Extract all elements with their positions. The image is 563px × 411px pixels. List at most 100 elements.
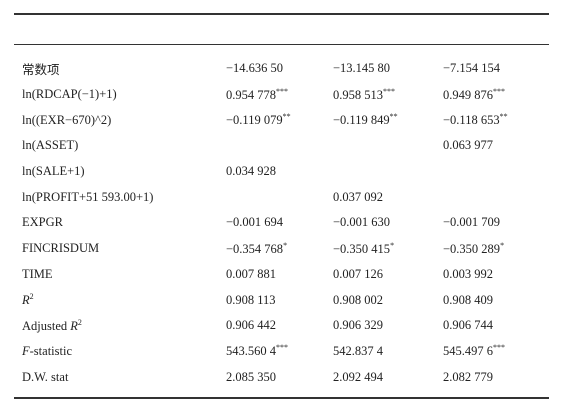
cell-text: 0.958 513	[333, 87, 383, 102]
cell-italic: F	[22, 343, 30, 358]
header-rule	[14, 44, 549, 45]
cell-text: −7.154 154	[443, 61, 501, 76]
cell: 0.906 442	[226, 313, 333, 339]
bottom-rule	[14, 397, 549, 399]
cell-text: 0.954 778	[226, 87, 276, 102]
cell	[226, 184, 333, 210]
superscript: *	[390, 240, 395, 250]
table-row: ln(SALE+1) 0.034 928	[14, 159, 543, 185]
cell	[443, 184, 543, 210]
cell-text: 0.908 409	[443, 292, 493, 307]
cell: −0.350 289*	[443, 236, 543, 262]
cell-text: ln(SALE+1)	[22, 164, 85, 179]
cell-text: EXPGR	[22, 215, 63, 230]
row-label: F-statistic	[14, 339, 226, 365]
cell-text: ln(ASSET)	[22, 138, 79, 153]
cell: −0.119 079**	[226, 107, 333, 133]
row-label: ln(PROFIT+51 593.00+1)	[14, 184, 226, 210]
cell-text: 0.007 881	[226, 266, 276, 281]
superscript: 2	[77, 317, 82, 327]
table-row: ln(ASSET) 0.063 977	[14, 133, 543, 159]
superscript: *	[500, 240, 505, 250]
cell: −0.001 709	[443, 210, 543, 236]
row-label: R2	[14, 287, 226, 313]
superscript: ***	[493, 343, 505, 353]
cell: 0.958 513***	[333, 82, 443, 108]
cell-text: −13.145 80	[333, 61, 391, 76]
cell: 0.906 744	[443, 313, 543, 339]
cell-text: 2.082 779	[443, 369, 493, 384]
cell-text: 542.837 4	[333, 343, 383, 358]
cell-text: 0.063 977	[443, 138, 493, 153]
table-row: ln((EXR−670)^2) −0.119 079** −0.119 849** −…	[14, 107, 543, 133]
superscript: ***	[493, 86, 505, 96]
cell-text: 0.908 002	[333, 292, 383, 307]
cell-text: 0.034 928	[226, 164, 276, 179]
cell-text: −0.354 768	[226, 241, 284, 256]
cell: 0.034 928	[226, 159, 333, 185]
cell-text: −0.119 849	[333, 113, 390, 128]
cell-text: FINCRISDUM	[22, 241, 100, 256]
superscript: **	[282, 112, 291, 122]
cell-text: 543.560 4	[226, 344, 276, 359]
cell: 0.003 992	[443, 262, 543, 288]
row-label: FINCRISDUM	[14, 236, 226, 262]
cell: 543.560 4***	[226, 339, 333, 365]
cell: 2.085 350	[226, 364, 333, 390]
table-row: 常数项 −14.636 50 −13.145 80 −7.154 154	[14, 56, 543, 82]
table-row: EXPGR −0.001 694 −0.001 630 −0.001 709	[14, 210, 543, 236]
cell-text: −0.350 289	[443, 241, 501, 256]
table-row: F-statistic 543.560 4*** 542.837 4 545.497 …	[14, 339, 543, 365]
cell: −14.636 50	[226, 56, 333, 82]
table-row: TIME 0.007 881 0.007 126 0.003 992	[14, 262, 543, 288]
cell-text: 0.906 329	[333, 318, 383, 333]
row-label: ln((EXR−670)^2)	[14, 107, 226, 133]
cell: 0.908 002	[333, 287, 443, 313]
cell-text: −0.001 709	[443, 215, 501, 230]
cell: 0.906 329	[333, 313, 443, 339]
cell: 542.837 4	[333, 339, 443, 365]
cell-text: −0.001 694	[226, 215, 284, 230]
cell-text: ln((EXR−670)^2)	[22, 112, 112, 127]
cell: 0.037 092	[333, 184, 443, 210]
cell: −0.119 849**	[333, 107, 443, 133]
superscript: 2	[29, 292, 34, 302]
cell-text: 545.497 6	[443, 344, 493, 359]
row-label: ln(RDCAP(−1)+1)	[14, 82, 226, 108]
cell-text: Adjusted	[22, 318, 71, 333]
cell-text: −0.118 653	[443, 113, 500, 128]
cell: 2.092 494	[333, 364, 443, 390]
cell	[333, 133, 443, 159]
superscript: ***	[383, 86, 395, 96]
superscript: ***	[276, 343, 288, 353]
cell-text: −14.636 50	[226, 61, 284, 76]
top-rule	[14, 13, 549, 15]
cell: 0.908 113	[226, 287, 333, 313]
cell: −0.001 630	[333, 210, 443, 236]
cell-text: 2.092 494	[333, 369, 383, 384]
cell: −0.354 768*	[226, 236, 333, 262]
row-label: Adjusted R2	[14, 313, 226, 339]
cell-italic: R	[22, 293, 30, 308]
cell-text: D.W. stat	[22, 369, 69, 384]
cell-text: 常数项	[22, 63, 60, 78]
cell: 0.063 977	[443, 133, 543, 159]
row-label: ln(SALE+1)	[14, 159, 226, 185]
row-label: D.W. stat	[14, 364, 226, 390]
cell-text: 0.906 744	[443, 318, 493, 333]
regression-table: 常数项 −14.636 50 −13.145 80 −7.154 154 ln(RDCA…	[14, 56, 543, 390]
row-label: ln(ASSET)	[14, 133, 226, 159]
cell	[333, 159, 443, 185]
cell-text: −0.119 079	[226, 113, 283, 128]
cell-text: 0.949 876	[443, 87, 493, 102]
cell-text: 2.085 350	[226, 369, 276, 384]
cell-text: 0.003 992	[443, 266, 493, 281]
cell	[226, 133, 333, 159]
cell: 2.082 779	[443, 364, 543, 390]
table-row: D.W. stat 2.085 350 2.092 494 2.082 779	[14, 364, 543, 390]
cell: 0.007 126	[333, 262, 443, 288]
cell: 0.949 876***	[443, 82, 543, 108]
cell-text: 0.908 113	[226, 292, 276, 307]
cell: −13.145 80	[333, 56, 443, 82]
table-row: ln(RDCAP(−1)+1) 0.954 778*** 0.958 513*** 0…	[14, 82, 543, 108]
